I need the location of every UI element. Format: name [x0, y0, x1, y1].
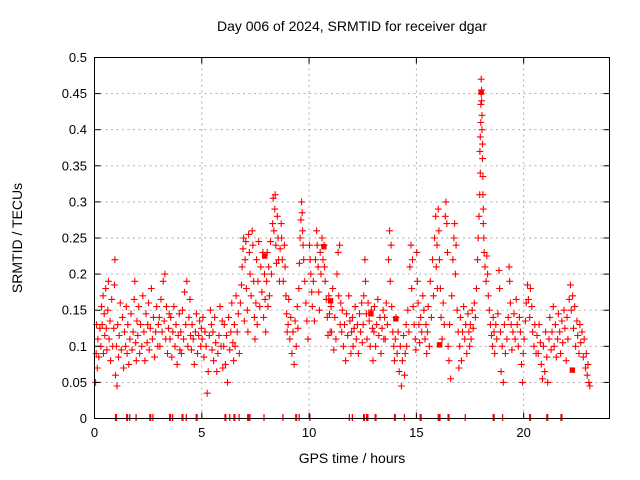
chart-title: Day 006 of 2024, SRMTID for receiver dga…: [217, 18, 487, 34]
x-tick-label: 5: [198, 425, 205, 440]
y-tick-label: 0.5: [69, 50, 87, 65]
dense-cluster-marker: [569, 367, 576, 373]
scatter-points-path: [92, 75, 594, 397]
x-tick-label: 15: [409, 425, 423, 440]
y-axis-label: SRMTID / TECUs: [9, 183, 25, 293]
tick-labels: 0 5 10 15 20 0 0.05 0.1 0.15 0.2 0.25 0.3 0.35 0.4 0.4…: [62, 50, 531, 440]
x-tick-label: 10: [302, 425, 316, 440]
x-tick-label: 0: [91, 425, 98, 440]
y-tick-label: 0.1: [69, 339, 87, 354]
y-tick-label: 0.25: [62, 231, 87, 246]
y-tick-label: 0.05: [62, 375, 87, 390]
y-tick-label: 0.3: [69, 194, 87, 209]
scatter-points: [92, 75, 594, 397]
dense-cluster-marker: [478, 89, 484, 95]
dense-cluster-marker: [327, 298, 334, 304]
y-tick-label: 0.4: [69, 122, 87, 137]
dense-cluster-marker: [368, 311, 374, 317]
zero-value-markers: [114, 414, 563, 421]
dense-cluster-marker: [261, 253, 268, 259]
dense-cluster-marker: [393, 316, 399, 322]
dense-cluster-marker: [321, 243, 327, 250]
zero-points-path: [114, 414, 563, 421]
y-tick-label: 0.15: [62, 303, 87, 318]
y-tick-label: 0.2: [69, 267, 87, 282]
y-tick-label: 0: [80, 411, 87, 426]
dense-cluster-markers: [261, 89, 576, 373]
x-axis-label: GPS time / hours: [299, 450, 406, 466]
axis-ticks: [94, 57, 610, 419]
gridlines: [94, 57, 610, 419]
x-tick-label: 20: [516, 425, 530, 440]
y-tick-label: 0.45: [62, 86, 87, 101]
y-tick-label: 0.35: [62, 158, 87, 173]
dense-cluster-marker: [436, 342, 443, 348]
